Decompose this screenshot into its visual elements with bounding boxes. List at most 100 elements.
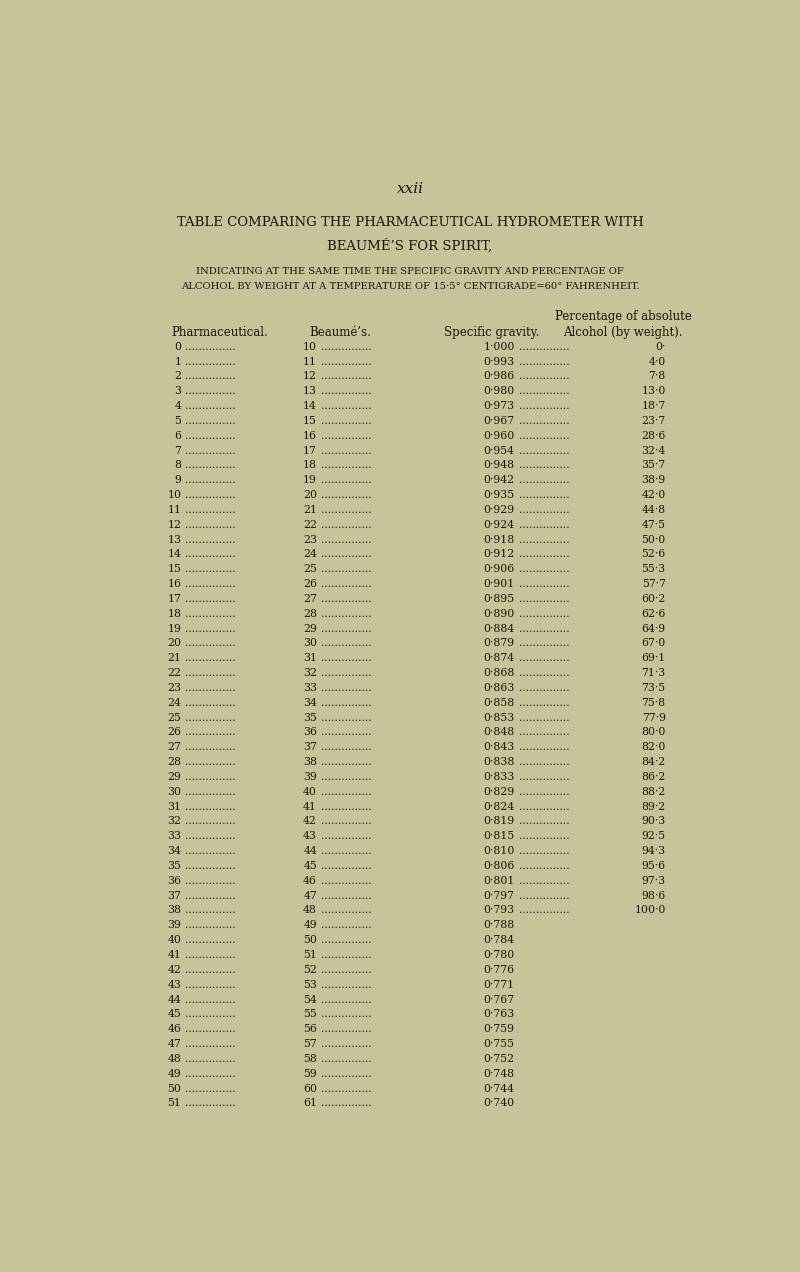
Text: 23: 23 [303,534,317,544]
Text: ...............: ............... [518,712,569,722]
Text: ...............: ............... [321,579,371,589]
Text: ...............: ............... [321,550,371,560]
Text: ...............: ............... [518,654,569,663]
Text: 0·788: 0·788 [483,921,514,930]
Text: 33: 33 [303,683,317,693]
Text: 43: 43 [303,832,317,841]
Text: Percentage of absolute: Percentage of absolute [554,310,691,323]
Text: 10: 10 [167,490,182,500]
Text: ...............: ............... [518,342,569,351]
Text: 21: 21 [167,654,182,663]
Text: ...............: ............... [518,876,569,885]
Text: 57: 57 [303,1039,317,1049]
Text: 54: 54 [303,995,317,1005]
Text: 39: 39 [303,772,317,782]
Text: ...............: ............... [321,1039,371,1049]
Text: ...............: ............... [321,1099,371,1108]
Text: ...............: ............... [518,698,569,707]
Text: 59: 59 [303,1068,317,1079]
Text: 80·0: 80·0 [642,728,666,738]
Text: Pharmaceutical.: Pharmaceutical. [172,326,269,338]
Text: 19: 19 [303,476,317,485]
Text: ...............: ............... [321,505,371,515]
Text: 84·2: 84·2 [642,757,666,767]
Text: 0·967: 0·967 [483,416,514,426]
Text: 8: 8 [174,460,182,471]
Text: ...............: ............... [518,550,569,560]
Text: ...............: ............... [321,401,371,411]
Text: 0·929: 0·929 [483,505,514,515]
Text: ...............: ............... [321,1054,371,1063]
Text: ...............: ............... [518,832,569,841]
Text: ...............: ............... [321,832,371,841]
Text: ...............: ............... [518,743,569,752]
Text: ...............: ............... [321,787,371,796]
Text: 36: 36 [303,728,317,738]
Text: 0·763: 0·763 [483,1010,514,1019]
Text: ...............: ............... [321,476,371,485]
Text: ...............: ............... [186,490,236,500]
Text: ...............: ............... [321,698,371,707]
Text: 0·884: 0·884 [483,623,514,633]
Text: 18·7: 18·7 [642,401,666,411]
Text: ...............: ............... [321,490,371,500]
Text: ...............: ............... [186,728,236,738]
Text: 51: 51 [167,1099,182,1108]
Text: 0·848: 0·848 [483,728,514,738]
Text: ...............: ............... [186,1024,236,1034]
Text: INDICATING AT THE SAME TIME THE SPECIFIC GRAVITY AND PERCENTAGE OF: INDICATING AT THE SAME TIME THE SPECIFIC… [196,267,624,276]
Text: ...............: ............... [321,846,371,856]
Text: ...............: ............... [186,965,236,974]
Text: 43: 43 [167,979,182,990]
Text: 0·973: 0·973 [483,401,514,411]
Text: ...............: ............... [321,520,371,529]
Text: 47: 47 [168,1039,182,1049]
Text: ...............: ............... [186,1054,236,1063]
Text: 48: 48 [303,906,317,916]
Text: ...............: ............... [186,698,236,707]
Text: 19: 19 [167,623,182,633]
Text: 0·793: 0·793 [483,906,514,916]
Text: 0·824: 0·824 [483,801,514,812]
Text: 50·0: 50·0 [642,534,666,544]
Text: ...............: ............... [518,639,569,649]
Text: 12: 12 [303,371,317,382]
Text: 45: 45 [168,1010,182,1019]
Text: 40: 40 [167,935,182,945]
Text: 4·0: 4·0 [649,356,666,366]
Text: ...............: ............... [321,728,371,738]
Text: 45: 45 [303,861,317,871]
Text: 50: 50 [303,935,317,945]
Text: ...............: ............... [186,876,236,885]
Text: 0·954: 0·954 [484,445,514,455]
Text: 27: 27 [303,594,317,604]
Text: 97·3: 97·3 [642,876,666,885]
Text: 14: 14 [167,550,182,560]
Text: 0·895: 0·895 [483,594,514,604]
Text: 13: 13 [167,534,182,544]
Text: 0·: 0· [655,342,666,351]
Text: ...............: ............... [518,668,569,678]
Text: 26: 26 [303,579,317,589]
Text: 28·6: 28·6 [642,431,666,440]
Text: 36: 36 [167,876,182,885]
Text: ...............: ............... [321,387,371,396]
Text: 3: 3 [174,387,182,396]
Text: ...............: ............... [186,445,236,455]
Text: 95·6: 95·6 [642,861,666,871]
Text: Specific gravity.: Specific gravity. [444,326,539,338]
Text: ...............: ............... [186,1099,236,1108]
Text: 5: 5 [174,416,182,426]
Text: 56: 56 [303,1024,317,1034]
Text: ...............: ............... [186,772,236,782]
Text: 0·833: 0·833 [483,772,514,782]
Text: 32: 32 [303,668,317,678]
Text: 0·784: 0·784 [483,935,514,945]
Text: 73·5: 73·5 [642,683,666,693]
Text: ...............: ............... [321,757,371,767]
Text: 7·8: 7·8 [649,371,666,382]
Text: ...............: ............... [518,371,569,382]
Text: ...............: ............... [518,623,569,633]
Text: 42·0: 42·0 [642,490,666,500]
Text: 0·918: 0·918 [483,534,514,544]
